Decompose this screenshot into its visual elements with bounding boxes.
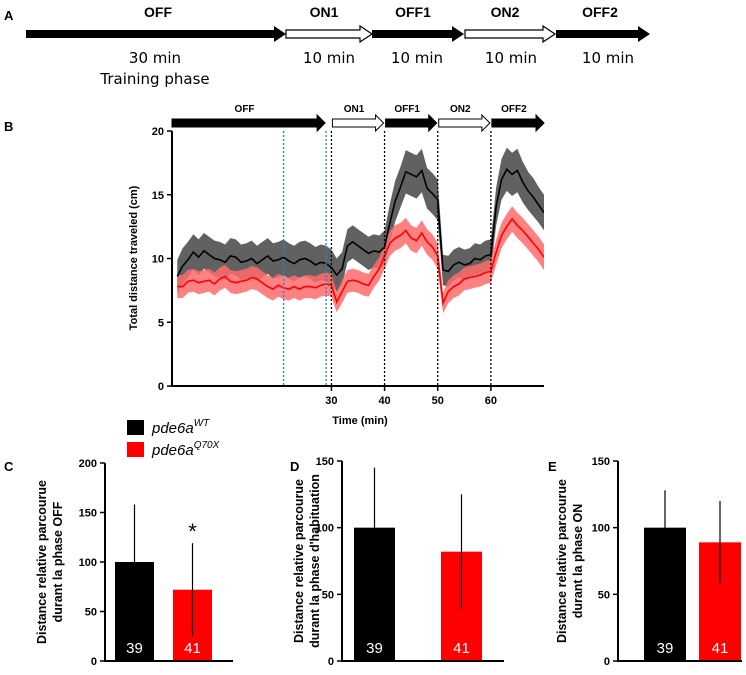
phase-arrow-off2: [491, 113, 545, 133]
timeline-arrow-off: [26, 26, 286, 42]
timeline-label-on2: ON2: [491, 4, 520, 20]
y-tick-label: 20: [152, 126, 164, 138]
y-axis-title: Total distance traveled (cm): [128, 185, 140, 330]
legend-swatch-wt: [127, 420, 144, 435]
line-chart-plot-area: [176, 147, 544, 314]
x-tick-label: 30: [325, 395, 337, 407]
timeline-training-note: Training phase: [99, 70, 209, 88]
bar-n-label-mutant: 41: [712, 640, 729, 657]
y-axis-title-d-line2: durant la phase d'habituation: [308, 474, 322, 648]
significance-star: *: [188, 519, 197, 544]
phase-label-off1: OFF1: [394, 104, 420, 115]
timeline-label-off2: OFF2: [582, 4, 618, 20]
timeline-label-off1: OFF1: [395, 4, 431, 20]
y-axis-title-c-line1: Distance relative parcourue: [35, 480, 49, 644]
panel-letter-e: E: [548, 459, 557, 474]
x-tick-label: 50: [432, 395, 444, 407]
timeline-arrow-off1: [372, 26, 464, 42]
bar-n-label-mutant: 41: [184, 640, 201, 657]
y-tick-label-e: 50: [598, 589, 610, 601]
y-axis-title-e-line1: Distance relative parcourue: [555, 479, 569, 643]
phase-arrow-on1: [331, 113, 385, 133]
timeline-a: OFF ON1 OFF1 ON2 OFF2 30 min Training ph…: [26, 4, 650, 88]
panel-letter-a: A: [4, 8, 14, 23]
line-chart-b: OFF ON1 OFF1 ON2 OFF2 0 5 10 15 20 30 40 50 60 Time (m…: [128, 104, 545, 427]
legend-swatch-mutant: [127, 442, 144, 457]
timeline-duration-on1: 10 min: [303, 49, 355, 67]
phase-label-on2: ON2: [450, 104, 471, 115]
y-tick-label-d: 0: [328, 656, 334, 668]
series-line-mutant: [177, 217, 544, 307]
panel-letter-d: D: [290, 459, 299, 474]
y-tick-label: 5: [158, 317, 164, 329]
timeline-duration-off1: 10 min: [391, 49, 443, 67]
phase-arrow-off1: [385, 113, 438, 133]
legend-label-mutant: pde6aQ70X: [151, 440, 220, 459]
y-tick-label-d: 150: [316, 456, 334, 468]
x-axis-title: Time (min): [332, 415, 388, 427]
y-axis-title-d-line1: Distance relative parcourue: [292, 479, 306, 643]
bar-n-label-wt: 39: [657, 640, 674, 657]
timeline-duration-off: 30 min: [129, 49, 181, 67]
phase-arrow-off: [171, 113, 326, 133]
panel-letter-b: B: [4, 119, 13, 134]
y-tick-label-d: 50: [322, 589, 334, 601]
x-tick-label: 40: [378, 395, 390, 407]
legend: pde6aWT pde6aQ70X: [127, 418, 220, 459]
timeline-duration-off2: 10 min: [582, 49, 634, 67]
bar-chart-d: 39 41 0 50 100 150 Distance relative parcourue…: [292, 456, 504, 668]
bar-chart-c: 39 41 * 0 50 100 150 200 Distance relative parco…: [35, 458, 233, 668]
phase-label-on1: ON1: [344, 104, 365, 115]
timeline-label-on1: ON1: [310, 4, 339, 20]
phase-arrow-on2: [438, 113, 491, 133]
legend-label-wt: pde6aWT: [151, 418, 210, 437]
y-tick-label: 15: [152, 190, 164, 202]
y-tick-label: 10: [152, 254, 164, 266]
y-tick-label-c: 150: [79, 508, 97, 520]
y-tick-label-c: 100: [79, 557, 97, 569]
panel-letter-c: C: [4, 459, 14, 474]
timeline-arrow-on1: [285, 24, 374, 44]
timeline-arrow-off2: [556, 26, 650, 42]
series-line-wt: [176, 167, 544, 277]
bar-n-label-wt: 39: [366, 640, 383, 657]
y-axis-title-c-line2: durant la phase OFF: [51, 501, 65, 622]
bar-n-label-wt: 39: [126, 640, 143, 657]
phase-label-off2: OFF2: [501, 104, 527, 115]
y-tick-label-c: 200: [79, 458, 97, 470]
timeline-arrow-on2: [464, 24, 557, 44]
timeline-duration-on2: 10 min: [485, 49, 537, 67]
y-tick-label-d: 100: [316, 523, 334, 535]
y-tick-label: 0: [158, 381, 164, 393]
x-tick-label: 60: [485, 395, 497, 407]
y-tick-label-e: 100: [592, 523, 610, 535]
phase-label-off: OFF: [235, 104, 255, 115]
bar-chart-e: 39 41 0 50 100 150 Distance relative parcourue…: [555, 456, 742, 668]
y-tick-label-e: 150: [592, 456, 610, 468]
y-tick-label-e: 0: [604, 656, 610, 668]
y-axis-title-e-line2: durant la phase ON: [571, 504, 585, 619]
y-tick-label-c: 50: [85, 607, 97, 619]
bar-n-label-mutant: 41: [453, 640, 470, 657]
y-tick-label-c: 0: [91, 656, 97, 668]
timeline-label-off: OFF: [144, 4, 172, 20]
